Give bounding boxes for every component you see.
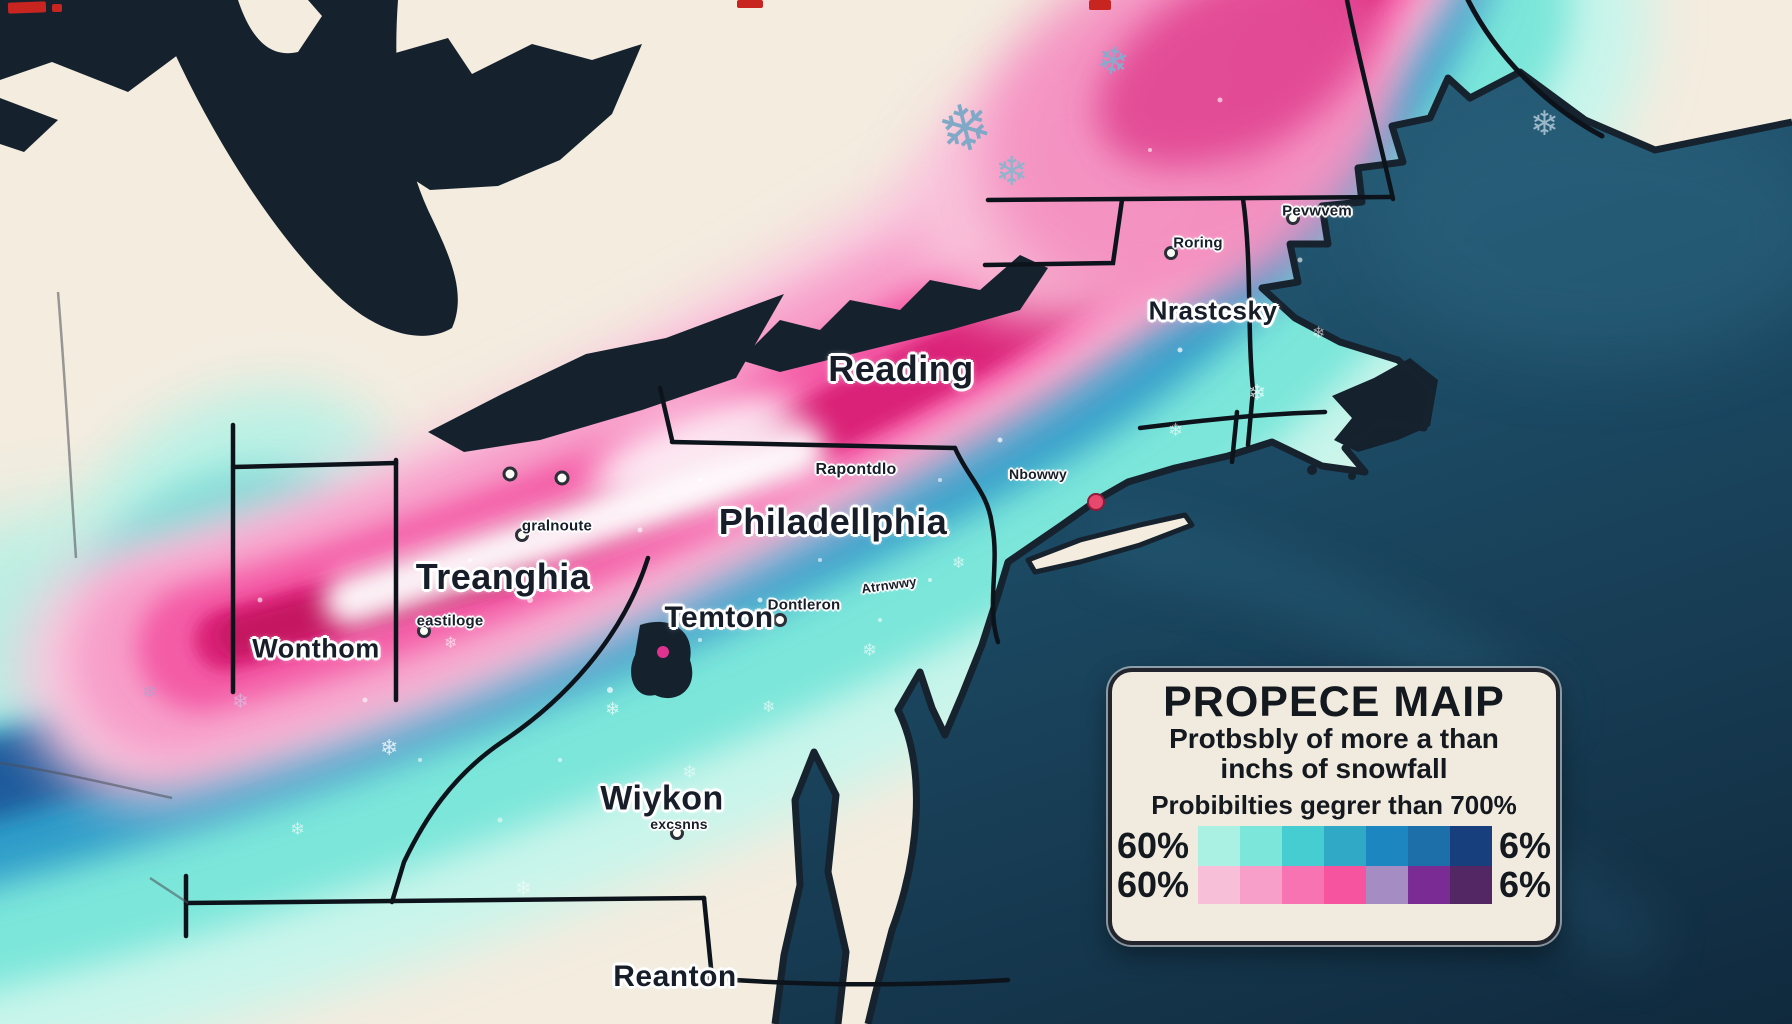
city-label-reading: Reading xyxy=(828,348,974,389)
legend-right-percent: 6% xyxy=(1499,864,1552,906)
red-artifact-mark xyxy=(1089,0,1111,10)
svg-text:❄: ❄ xyxy=(762,697,775,716)
minor-label-dontleron: Dontleron xyxy=(767,596,841,614)
legend-swatch xyxy=(1450,866,1493,905)
svg-text:❄: ❄ xyxy=(605,699,620,720)
svg-text:❄: ❄ xyxy=(232,689,249,713)
legend-swatch xyxy=(1450,826,1493,867)
minor-label-eastiloge: eastiloge xyxy=(416,612,484,630)
city-label-wonthom: Wonthom xyxy=(252,633,380,664)
legend-swatch xyxy=(1408,866,1451,905)
red-artifact-mark xyxy=(52,4,62,12)
legend-swatch xyxy=(1366,866,1409,905)
legend-swatch xyxy=(1240,826,1283,867)
legend-subtitle-line2: inchs of snowfall xyxy=(1220,752,1448,784)
faint-borders xyxy=(0,291,189,905)
legend-scale-caption: Probibilties gegrer than 700% xyxy=(1151,790,1517,821)
red-artifact-mark xyxy=(7,1,47,14)
svg-text:❄: ❄ xyxy=(862,640,877,661)
minor-label-rapontdlo: Rapontdlo xyxy=(815,461,897,478)
minor-label-pevwvem: Pevwvem xyxy=(1282,202,1352,220)
nyc-highlight-dot xyxy=(1087,493,1105,511)
legend-right-percent: 6% xyxy=(1499,825,1552,867)
legend-subtitle-line1: Protbsbly of more a than xyxy=(1169,723,1499,754)
minor-label-nbowwy: Nbowwy xyxy=(1009,466,1067,482)
svg-text:❄: ❄ xyxy=(995,149,1029,195)
legend-swatch xyxy=(1324,826,1367,867)
state-borders xyxy=(183,0,1605,987)
legend-swatch xyxy=(1282,866,1325,905)
legend-swatch xyxy=(1282,826,1325,867)
legend-swatch xyxy=(1366,826,1409,867)
city-markers xyxy=(417,211,1300,840)
city-label-wiykon: Wiykon xyxy=(600,779,724,818)
svg-text:❄: ❄ xyxy=(142,682,157,703)
city-label-nrastcsky: Nrastcsky xyxy=(1148,295,1278,326)
svg-text:❄: ❄ xyxy=(290,819,305,840)
legend-blue-ramp xyxy=(1198,826,1493,867)
great-lakes xyxy=(0,0,1438,699)
city-label-reanton: Reanton xyxy=(613,960,737,993)
legend-swatch xyxy=(1198,826,1241,867)
minor-label-gralnoute: gralnoute xyxy=(521,517,593,535)
city-label-temton: Temton xyxy=(664,601,774,634)
svg-text:❄: ❄ xyxy=(380,736,398,761)
long-island xyxy=(1025,512,1195,575)
legend-swatch xyxy=(1240,866,1283,905)
svg-text:❄: ❄ xyxy=(682,762,697,783)
svg-text:❄: ❄ xyxy=(952,553,965,572)
minor-label-roring: Roring xyxy=(1173,234,1223,252)
svg-text:❄: ❄ xyxy=(1168,420,1183,441)
legend-row-blue: 60% 6% xyxy=(1116,825,1552,867)
legend-pink-ramp xyxy=(1198,866,1493,905)
svg-text:❄: ❄ xyxy=(515,876,532,900)
legend-title: PROPECE MAIP xyxy=(1163,678,1505,726)
city-label-philadelphia: Philadellphia xyxy=(718,501,948,542)
legend-swatch xyxy=(1198,866,1241,905)
legend-swatch xyxy=(1408,826,1451,867)
legend-row-pink: 60% 6% xyxy=(1116,864,1552,906)
svg-text:❄: ❄ xyxy=(1094,37,1133,86)
snowflake-icons: ❄ ❄ ❄ ❄ ❄ ❄ ❄ ❄ ❄ ❄ ❄ ❄ ❄ ❄ ❄ ❄ ❄ ❄ xyxy=(142,37,1559,900)
legend-left-percent: 60% xyxy=(1116,864,1190,906)
city-label-treanghia: Treanghia xyxy=(415,556,591,597)
sparkle-dots xyxy=(257,97,1303,823)
svg-text:❄: ❄ xyxy=(444,633,457,652)
legend-swatch xyxy=(1324,866,1367,905)
minor-label-excsnns: excsnns xyxy=(650,816,708,832)
svg-text:❄: ❄ xyxy=(1248,381,1266,406)
svg-text:❄: ❄ xyxy=(1312,323,1325,342)
legend-panel: PROPECE MAIP Protbsbly of more a than in… xyxy=(1108,668,1560,945)
red-artifact-mark xyxy=(737,0,763,8)
legend-left-percent: 60% xyxy=(1116,825,1190,867)
svg-text:❄: ❄ xyxy=(1530,104,1559,144)
